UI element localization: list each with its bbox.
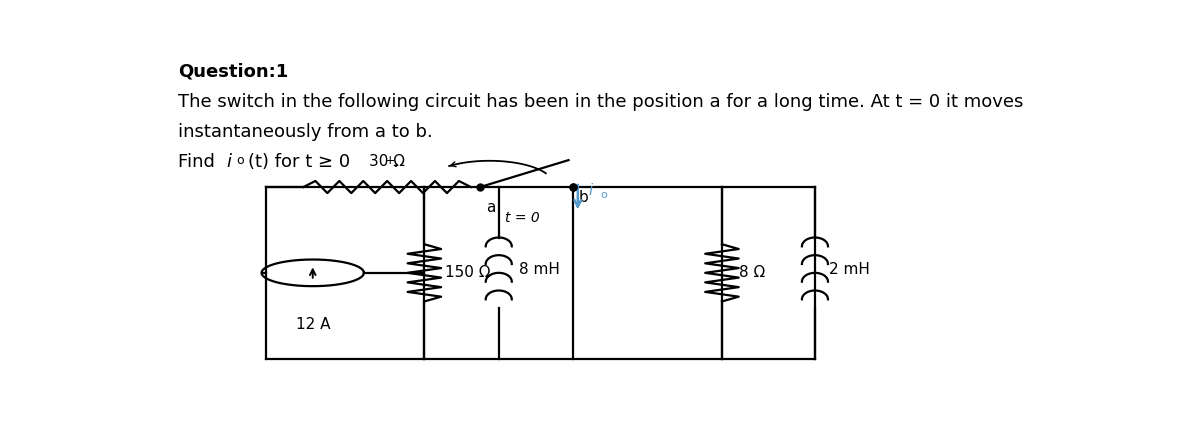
Text: 30 Ω: 30 Ω: [370, 153, 406, 169]
Text: instantaneously from a to b.: instantaneously from a to b.: [178, 123, 433, 141]
Text: 2 mH: 2 mH: [829, 262, 870, 277]
Text: o: o: [236, 154, 244, 167]
Text: b: b: [578, 191, 588, 205]
Text: .: .: [391, 153, 397, 171]
Text: 12 A: 12 A: [295, 316, 330, 332]
Text: Find: Find: [178, 153, 221, 171]
Text: i: i: [227, 153, 232, 171]
Text: The switch in the following circuit has been in the position a for a long time. : The switch in the following circuit has …: [178, 93, 1024, 111]
Text: (t) for t ≥ 0: (t) for t ≥ 0: [247, 153, 349, 171]
Text: i: i: [589, 183, 593, 198]
Text: t = 0: t = 0: [505, 211, 539, 225]
Text: +: +: [384, 154, 395, 167]
Text: a: a: [486, 201, 496, 215]
Text: 8 Ω: 8 Ω: [739, 265, 764, 281]
Text: 150 Ω: 150 Ω: [445, 265, 491, 281]
Text: o: o: [600, 191, 607, 201]
Text: 8 mH: 8 mH: [520, 262, 560, 277]
Text: Question:1: Question:1: [178, 62, 288, 80]
